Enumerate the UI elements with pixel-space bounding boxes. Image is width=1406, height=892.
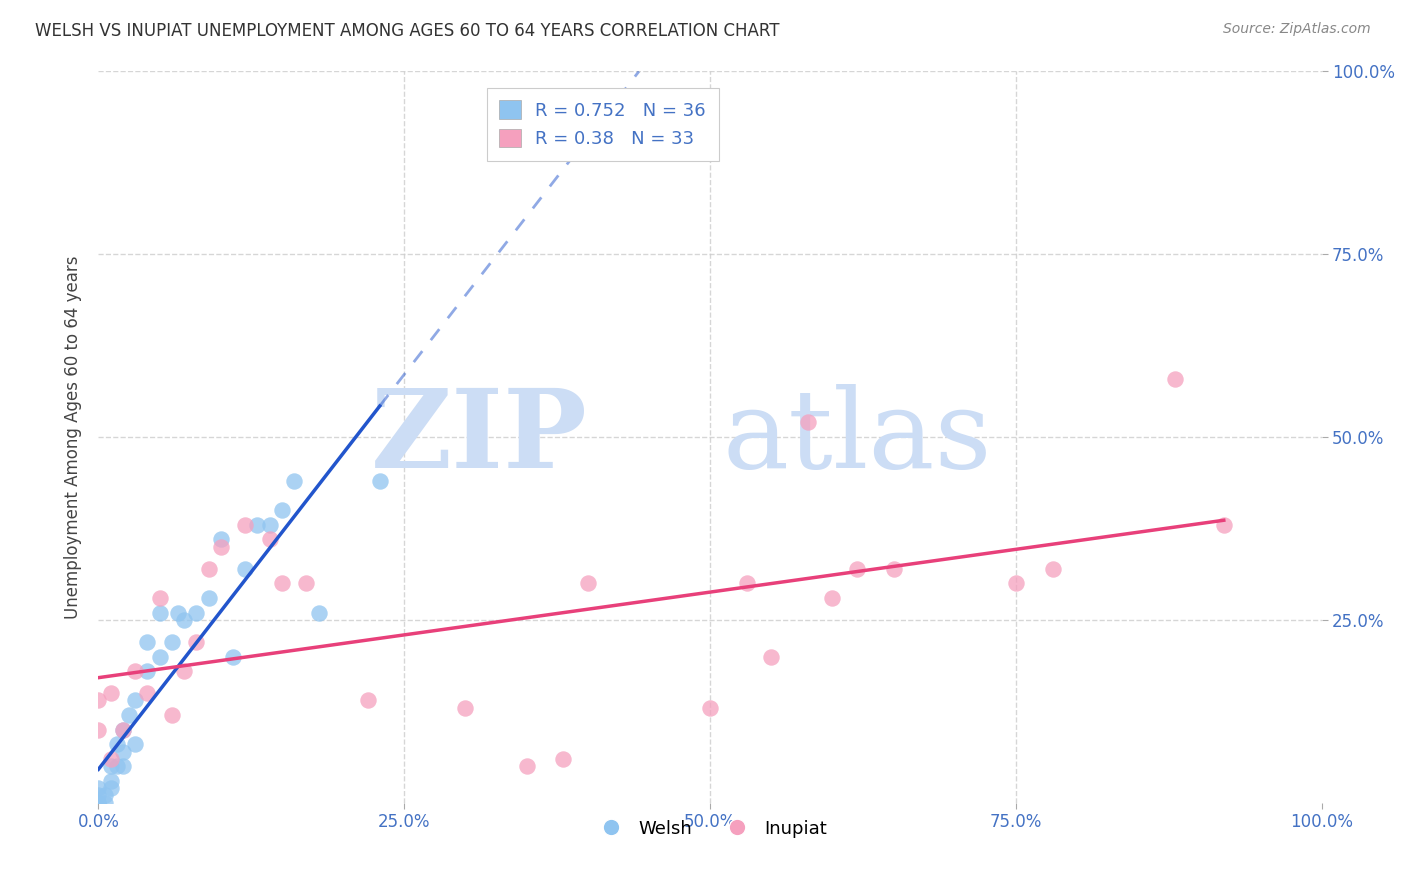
Point: [160, 635, 183, 649]
Point: [197, 591, 219, 605]
Point: [1212, 517, 1234, 532]
Point: [111, 759, 134, 773]
Point: [845, 562, 868, 576]
Point: [100, 752, 122, 766]
Point: [1004, 576, 1026, 591]
Point: [173, 664, 195, 678]
Point: [209, 540, 232, 554]
Point: [283, 474, 305, 488]
Point: [1042, 562, 1064, 576]
Point: [222, 649, 245, 664]
Point: [149, 606, 172, 620]
Point: [100, 686, 122, 700]
Point: [87, 789, 110, 803]
Point: [173, 613, 195, 627]
Point: [111, 723, 134, 737]
Y-axis label: Unemployment Among Ages 60 to 64 years: Unemployment Among Ages 60 to 64 years: [65, 255, 83, 619]
Point: [136, 664, 159, 678]
Point: [270, 576, 294, 591]
Point: [259, 533, 281, 547]
Point: [87, 796, 110, 810]
Point: [883, 562, 905, 576]
Point: [136, 635, 159, 649]
Point: [186, 606, 208, 620]
Point: [1164, 371, 1187, 385]
Point: [308, 606, 330, 620]
Point: [160, 708, 183, 723]
Point: [105, 737, 128, 751]
Point: [93, 789, 115, 803]
Point: [233, 517, 256, 532]
Point: [797, 416, 820, 430]
Point: [186, 635, 208, 649]
Point: [87, 723, 110, 737]
Point: [454, 700, 477, 714]
Point: [735, 576, 758, 591]
Point: [136, 686, 159, 700]
Point: [233, 562, 256, 576]
Point: [368, 474, 391, 488]
Point: [124, 693, 146, 707]
Point: [295, 576, 318, 591]
Point: [87, 781, 110, 796]
Point: [100, 759, 122, 773]
Point: [111, 745, 134, 759]
Point: [576, 576, 599, 591]
Point: [553, 752, 575, 766]
Text: ZIP: ZIP: [371, 384, 588, 491]
Point: [259, 517, 281, 532]
Point: [246, 517, 269, 532]
Point: [124, 664, 146, 678]
Point: [118, 708, 141, 723]
Text: Source: ZipAtlas.com: Source: ZipAtlas.com: [1223, 22, 1371, 37]
Point: [149, 591, 172, 605]
Text: atlas: atlas: [723, 384, 991, 491]
Point: [167, 606, 190, 620]
Point: [821, 591, 844, 605]
Point: [105, 759, 128, 773]
Point: [87, 796, 110, 810]
Point: [515, 759, 537, 773]
Point: [270, 503, 294, 517]
Point: [124, 737, 146, 751]
Point: [209, 533, 232, 547]
Point: [100, 773, 122, 788]
Text: WELSH VS INUPIAT UNEMPLOYMENT AMONG AGES 60 TO 64 YEARS CORRELATION CHART: WELSH VS INUPIAT UNEMPLOYMENT AMONG AGES…: [35, 22, 780, 40]
Point: [699, 700, 721, 714]
Point: [761, 649, 783, 664]
Point: [356, 693, 378, 707]
Point: [111, 723, 134, 737]
Point: [149, 649, 172, 664]
Point: [197, 562, 219, 576]
Legend: Welsh, Inupiat: Welsh, Inupiat: [586, 813, 834, 845]
Point: [87, 796, 110, 810]
Point: [87, 693, 110, 707]
Point: [93, 796, 115, 810]
Point: [100, 781, 122, 796]
